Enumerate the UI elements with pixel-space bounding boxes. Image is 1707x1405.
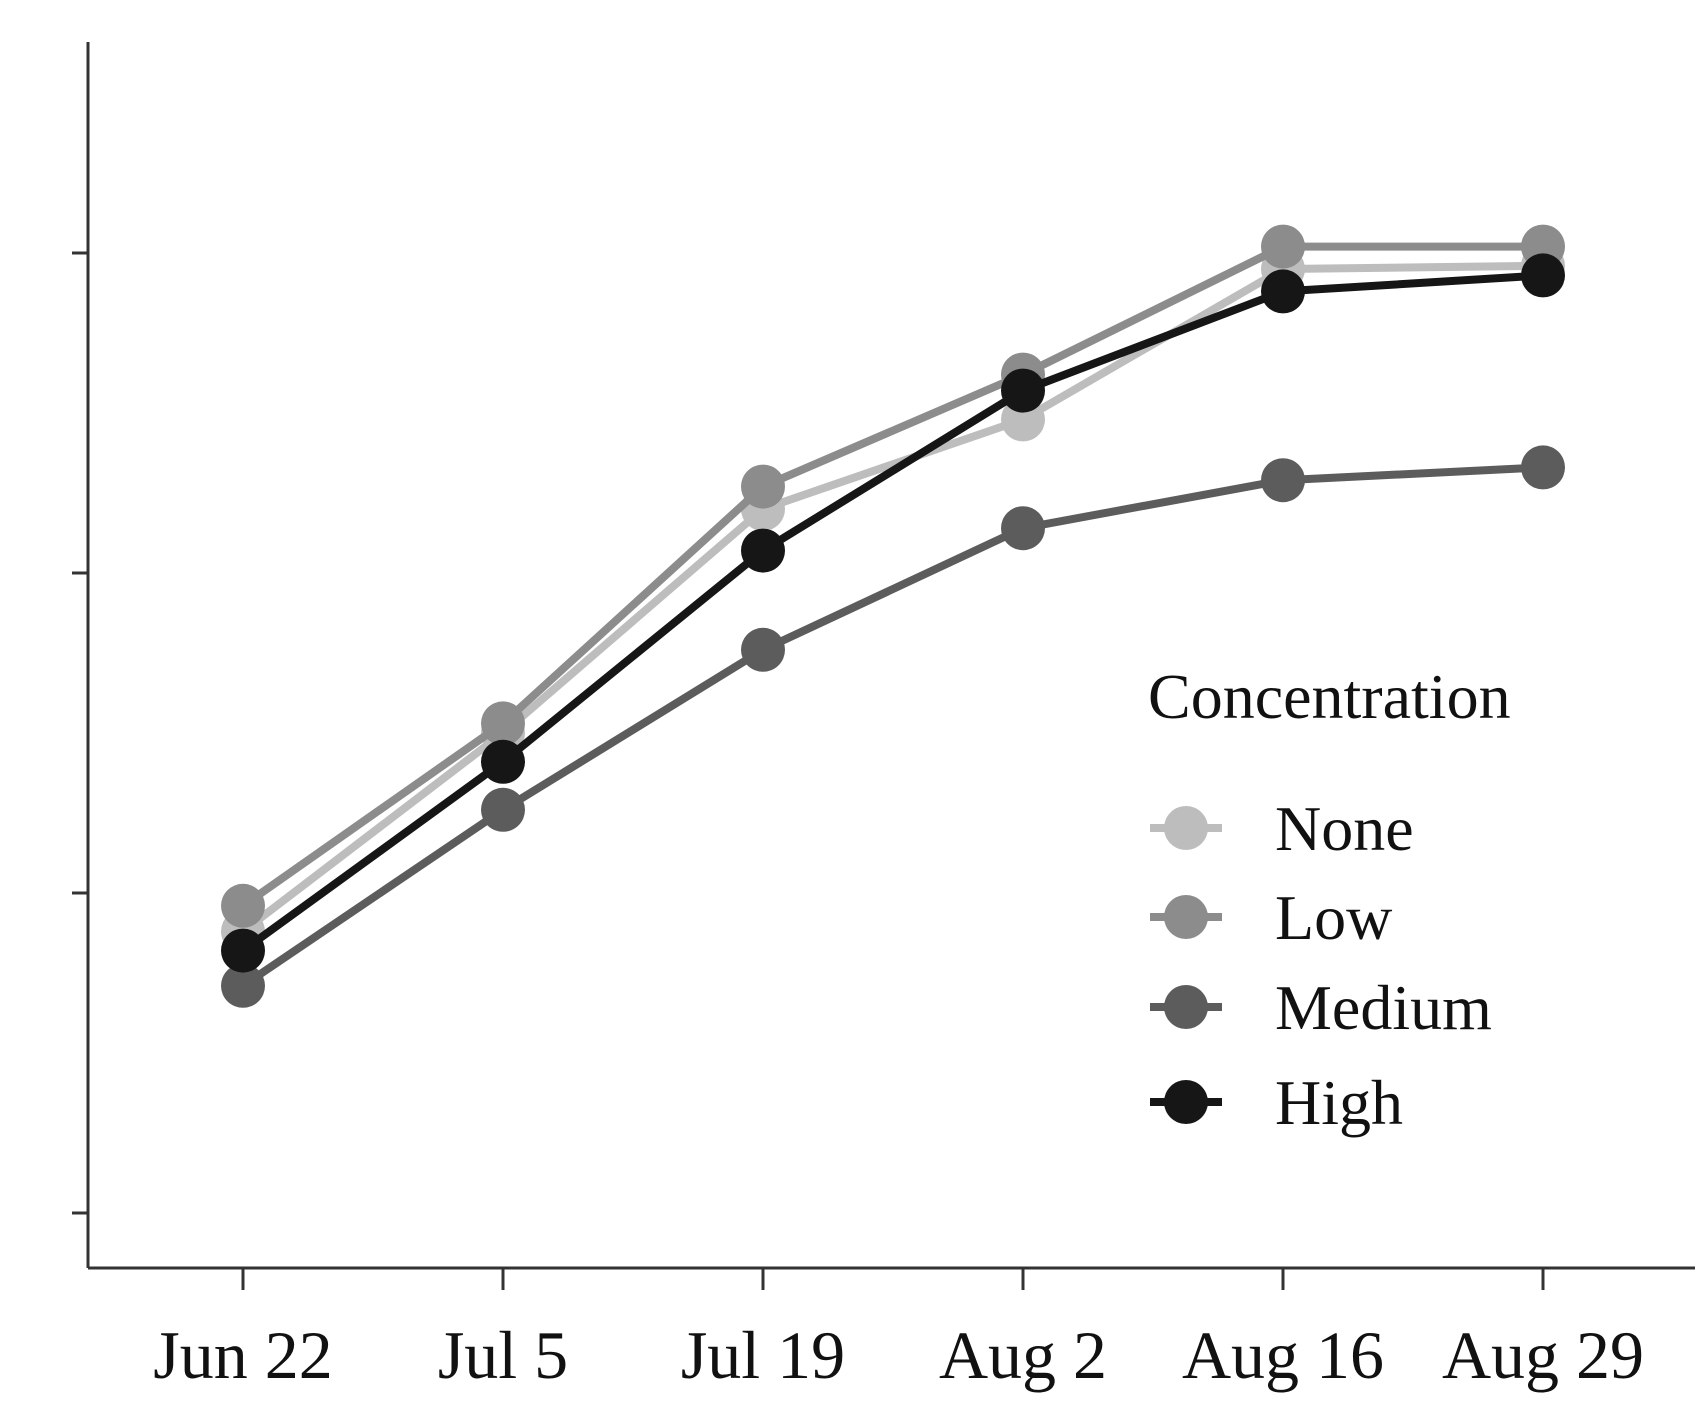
x-tick-label-3: Aug 2 (939, 1317, 1107, 1393)
x-tick-label-5: Aug 29 (1442, 1317, 1644, 1393)
point-low-0 (221, 883, 265, 928)
legend: Concentration None Low Medium High (1148, 661, 1511, 1138)
legend-entry-high: High (1150, 1067, 1403, 1138)
series-layer (221, 224, 1565, 1008)
point-medium-4 (1261, 458, 1305, 503)
series-line-medium (240, 463, 1544, 990)
legend-label-high: High (1275, 1067, 1403, 1138)
point-medium-2 (741, 627, 785, 672)
series-low (221, 224, 1565, 928)
point-low-1 (481, 701, 525, 746)
legend-entry-none: None (1150, 793, 1414, 864)
point-medium-5 (1521, 445, 1565, 490)
legend-label-medium: Medium (1275, 972, 1492, 1043)
point-high-5 (1521, 253, 1565, 298)
series-high (221, 253, 1565, 973)
legend-label-low: Low (1275, 882, 1392, 953)
x-tick-label-4: Aug 16 (1182, 1317, 1384, 1393)
point-medium-1 (481, 787, 525, 832)
point-low-4 (1261, 224, 1305, 269)
legend-title: Concentration (1148, 661, 1511, 732)
legend-swatch-marker-none (1164, 806, 1208, 850)
legend-swatch-marker-low (1164, 895, 1208, 939)
x-tick-label-2: Jul 19 (681, 1317, 845, 1393)
point-high-4 (1261, 269, 1305, 314)
series-line-high (240, 271, 1544, 954)
legend-swatch-marker-medium (1164, 985, 1208, 1029)
x-tick-label-1: Jul 5 (438, 1317, 568, 1393)
series-line-none (240, 261, 1544, 935)
legend-swatch-marker-high (1164, 1080, 1208, 1124)
series-line-low (240, 242, 1543, 910)
legend-entry-medium: Medium (1150, 972, 1492, 1043)
legend-entry-low: Low (1150, 882, 1392, 953)
point-medium-3 (1001, 506, 1045, 551)
axes: Jun 22 Jul 5 Jul 19 Aug 2 Aug 16 Aug 29 (72, 42, 1695, 1393)
x-tick-label-0: Jun 22 (153, 1317, 332, 1393)
point-high-1 (481, 739, 525, 784)
point-low-2 (741, 464, 785, 509)
point-high-2 (741, 528, 785, 573)
point-high-0 (221, 928, 265, 973)
series-medium (221, 445, 1565, 1008)
point-medium-0 (221, 963, 265, 1008)
point-high-3 (1001, 368, 1045, 413)
legend-label-none: None (1275, 793, 1414, 864)
